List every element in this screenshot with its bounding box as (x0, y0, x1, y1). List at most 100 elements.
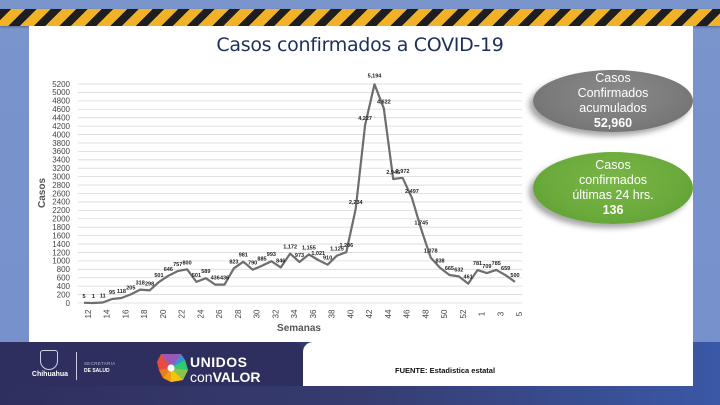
y-axis-title: Casos (37, 178, 48, 208)
y-tick-label: 1200 (52, 248, 70, 257)
accumulated-cases-badge: Casos Confirmados acumulados 52,960 (533, 70, 693, 132)
dept-line1: SECRETARIA (84, 361, 116, 366)
y-tick-label: 600 (57, 274, 71, 283)
x-tick-label: 40 (346, 309, 355, 318)
data-label: 1,745 (414, 221, 428, 227)
data-label: 1,172 (283, 245, 297, 251)
chihuahua-logo-text: Chihuahua (31, 371, 69, 378)
data-label: 501 (154, 273, 163, 279)
y-tick-label: 2000 (52, 215, 70, 224)
data-label: 5,194 (368, 73, 383, 79)
source-note: FUENTE: Estadistica estatal (395, 366, 496, 375)
x-tick-label: 32 (271, 309, 280, 318)
x-axis-title: Semanas (277, 323, 321, 334)
data-label: 118 (117, 289, 126, 295)
data-label: 885 (257, 257, 266, 263)
x-tick-label: 24 (196, 309, 205, 318)
data-label: 910 (323, 256, 332, 262)
y-tick-label: 1400 (52, 240, 70, 249)
last24-line2: confirmados (578, 173, 648, 187)
footer-source-area (303, 342, 693, 386)
data-label: 1,021 (311, 251, 325, 257)
y-tick-label: 3000 (52, 172, 70, 181)
dept-line2: DE SALUD (84, 368, 110, 374)
data-label: 838 (435, 259, 444, 265)
data-label: 1 (92, 294, 95, 300)
campaign-con: con (190, 369, 213, 385)
x-tick-label: 12 (84, 309, 93, 318)
last24-cases-badge: Casos confirmados últimas 24 hrs. 136 (533, 152, 693, 224)
data-label: 800 (182, 260, 191, 266)
x-tick-label: 1 (478, 311, 487, 316)
last24-line1: Casos (595, 158, 631, 172)
x-tick-label: 14 (103, 309, 112, 318)
y-tick-label: 4200 (52, 122, 70, 131)
data-label: 2,234 (349, 200, 364, 206)
y-tick-label: 1800 (52, 223, 70, 232)
x-tick-label: 46 (403, 309, 412, 318)
data-label: 646 (164, 267, 173, 273)
state-map-icon (157, 354, 188, 382)
y-tick-label: 2400 (52, 198, 70, 207)
x-tick-label: 20 (159, 309, 168, 318)
data-label: 436 (220, 276, 229, 282)
y-tick-label: 2800 (52, 181, 70, 190)
data-label: 785 (492, 261, 501, 267)
campaign-line2: conVALOR (190, 369, 261, 385)
accumulated-value: 52,960 (593, 116, 633, 130)
data-label: 1,206 (339, 243, 353, 249)
last24-line3: últimas 24 hrs. (572, 188, 654, 202)
data-label: 846 (276, 258, 285, 264)
data-label: 2,945 (386, 170, 400, 176)
x-tick-label: 22 (178, 309, 187, 318)
campaign-line1: UNIDOS (190, 354, 248, 370)
y-tick-label: 5200 (52, 80, 70, 89)
data-label: 709 (482, 264, 491, 270)
data-label: 501 (192, 273, 201, 279)
data-label: 823 (229, 259, 238, 265)
y-tick-label: 2600 (52, 189, 70, 198)
data-label: 1,155 (302, 245, 316, 251)
data-label: 973 (295, 253, 304, 259)
data-label: 2,497 (405, 189, 419, 195)
campaign-valor: VALOR (212, 369, 261, 385)
data-label: 4,622 (377, 99, 391, 105)
data-label: 781 (473, 261, 482, 267)
hazard-stripe-banner (0, 9, 720, 26)
data-label: 1,125 (330, 247, 344, 253)
data-label: 318 (136, 281, 145, 287)
x-tick-label: 38 (328, 309, 337, 318)
data-label: 790 (248, 261, 257, 267)
y-tick-label: 800 (57, 265, 71, 274)
data-label: 500 (510, 273, 519, 279)
data-label: 1,078 (424, 249, 438, 255)
data-label: 632 (454, 267, 463, 273)
y-tick-label: 4600 (52, 105, 70, 114)
y-tick-label: 2200 (52, 206, 70, 215)
data-label: 205 (126, 285, 135, 291)
x-tick-label: 36 (309, 309, 318, 318)
y-tick-label: 200 (57, 290, 71, 299)
x-tick-label: 42 (365, 309, 374, 318)
y-tick-label: 5000 (52, 88, 70, 97)
data-label: 5 (82, 294, 85, 300)
y-tick-label: 3200 (52, 164, 70, 173)
x-tick-label: 34 (290, 309, 299, 318)
page-title: Casos confirmados a COVID-19 (216, 34, 504, 56)
data-label: 298 (145, 281, 154, 287)
data-label: 589 (201, 269, 210, 275)
y-tick-label: 0 (66, 299, 71, 308)
y-tick-label: 1000 (52, 257, 70, 266)
data-label: 659 (501, 266, 510, 272)
data-label: 461 (464, 275, 473, 281)
x-tick-label: 50 (440, 309, 449, 318)
y-tick-label: 400 (57, 282, 71, 291)
accumulated-line1: Casos (595, 71, 631, 85)
cases-series-line (83, 83, 516, 305)
y-tick-label: 1600 (52, 231, 70, 240)
chihuahua-logo: Chihuahua (28, 350, 72, 384)
x-tick-label: 30 (253, 309, 262, 318)
x-tick-label: 48 (421, 309, 430, 318)
x-tick-label: 5 (515, 311, 524, 316)
